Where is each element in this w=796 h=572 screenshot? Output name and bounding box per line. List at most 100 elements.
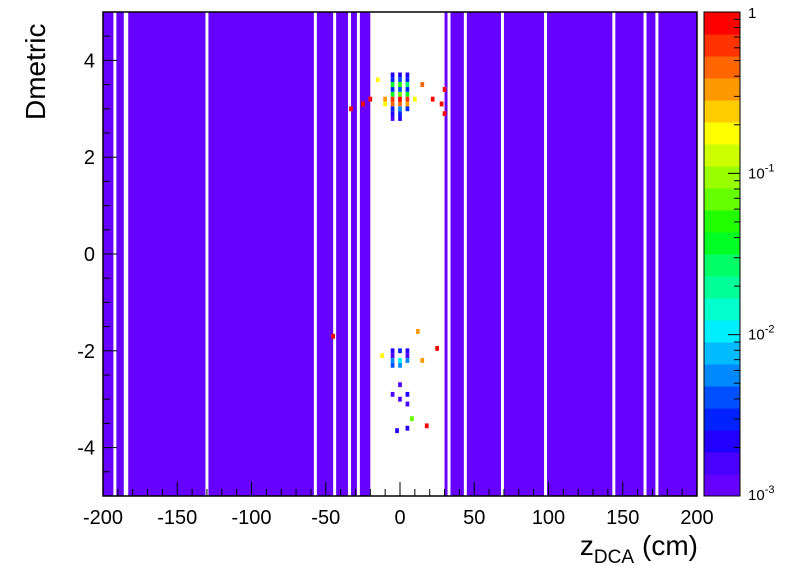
heatmap-cell (398, 96, 402, 102)
heatmap-cell (405, 358, 410, 363)
heatmap-cell (405, 391, 410, 397)
heatmap-cell (398, 106, 402, 112)
heatmap-cell (390, 391, 395, 397)
heatmap-cell (390, 348, 395, 354)
empty-band (544, 12, 548, 496)
colorbar-segment (704, 34, 740, 57)
empty-band (643, 12, 647, 496)
heatmap-cell (405, 87, 410, 92)
colorbar-segment (704, 408, 740, 431)
heatmap-cell (390, 77, 395, 83)
heatmap-cell (390, 82, 395, 88)
heatmap-cell (349, 106, 353, 112)
heatmap-cell (383, 101, 388, 107)
colorbar-segment (704, 452, 740, 475)
heatmap-cell (398, 87, 402, 92)
heatmap-cell (405, 77, 410, 83)
heatmap-cell (405, 106, 410, 112)
colorbar-label: 10-3 (748, 484, 774, 504)
heatmap-cell (405, 82, 410, 88)
heatmap-cell (383, 96, 388, 102)
heatmap-cell (368, 96, 373, 102)
x-tick-label: 100 (532, 507, 565, 529)
x-tick-label: -150 (157, 507, 197, 529)
heatmap-cell (405, 425, 410, 431)
heatmap-cell (398, 358, 402, 363)
heatmap-cell (398, 116, 402, 121)
colorbar-segment (704, 254, 740, 277)
colorbar-label: 1 (748, 5, 756, 22)
heatmap-cell (405, 348, 410, 354)
x-axis-title: zDCA (cm) (580, 530, 698, 568)
heatmap-cell (331, 333, 336, 339)
colorbar-segment (704, 144, 740, 167)
heatmap-cell (398, 396, 402, 402)
empty-band (123, 12, 129, 496)
heatmap-cell (439, 101, 444, 107)
heatmap-cell (398, 82, 402, 88)
colorbar-segment (704, 474, 740, 497)
colorbar-segment (704, 232, 740, 255)
colorbar-segment (704, 56, 740, 79)
heatmap-cell (405, 91, 410, 97)
heatmap-cell (420, 358, 425, 363)
heatmap-cell (398, 77, 402, 83)
heatmap-cell (398, 72, 402, 78)
heatmap-cell (390, 96, 395, 102)
heatmap-cell (390, 87, 395, 92)
heatmap-cell (390, 91, 395, 97)
heatmap-cell (390, 106, 395, 112)
heatmap-cell (420, 82, 425, 88)
y-axis: -4 -2 0 2 4 (77, 11, 117, 497)
heatmap-cell (398, 348, 402, 354)
heatmap-cell (435, 345, 439, 351)
heatmap-cell (415, 329, 420, 334)
empty-band (313, 12, 317, 496)
x-tick-label: -200 (83, 507, 123, 529)
empty-band (463, 12, 467, 496)
y-axis-title: Dmetric (20, 24, 51, 120)
colorbar-segment (704, 188, 740, 211)
empty-band (500, 12, 504, 496)
colorbar-segment (704, 386, 740, 409)
y-tick-label: -2 (77, 341, 95, 363)
colorbar-segment (704, 276, 740, 299)
heatmap-cell (442, 111, 447, 117)
colorbar-segment (704, 100, 740, 123)
heatmap-cell (390, 111, 395, 117)
empty-band (447, 12, 451, 496)
empty-band (655, 12, 659, 496)
x-tick-label: -50 (311, 507, 340, 529)
heatmap-cell (380, 353, 385, 359)
heatmap-cell (390, 101, 395, 107)
x-tick-label: 0 (394, 507, 405, 529)
heatmap-cell (430, 96, 435, 102)
x-tick-label: 200 (680, 507, 713, 529)
x-tick-label: -100 (231, 507, 271, 529)
colorbar-segment (704, 364, 740, 387)
empty-band (205, 12, 209, 496)
colorbar-segment (704, 210, 740, 233)
colorbar-label: 10-1 (748, 162, 774, 182)
heatmap-cell (390, 116, 395, 121)
empty-band (356, 12, 360, 496)
colorbar-label: 10-2 (748, 324, 774, 344)
heatmap-cell (412, 96, 417, 102)
heatmap-cell (398, 91, 402, 97)
y-tick-label: -4 (77, 438, 95, 460)
colorbar-segment (704, 12, 740, 35)
heatmap-cell (405, 72, 410, 78)
y-tick-label: 2 (84, 147, 95, 169)
empty-band (333, 12, 337, 496)
colorbar-segment (704, 342, 740, 365)
x-tick-label: 150 (606, 507, 639, 529)
heatmap-cell (398, 362, 402, 368)
heatmap-cell (398, 382, 402, 388)
x-axis-title-subscript: DCA (594, 547, 634, 568)
colorbar-segment (704, 78, 740, 101)
colorbar-segment (704, 166, 740, 189)
heatmap-cell (390, 362, 395, 368)
y-tick-label: 4 (84, 50, 95, 72)
heatmap-cell (424, 423, 429, 429)
